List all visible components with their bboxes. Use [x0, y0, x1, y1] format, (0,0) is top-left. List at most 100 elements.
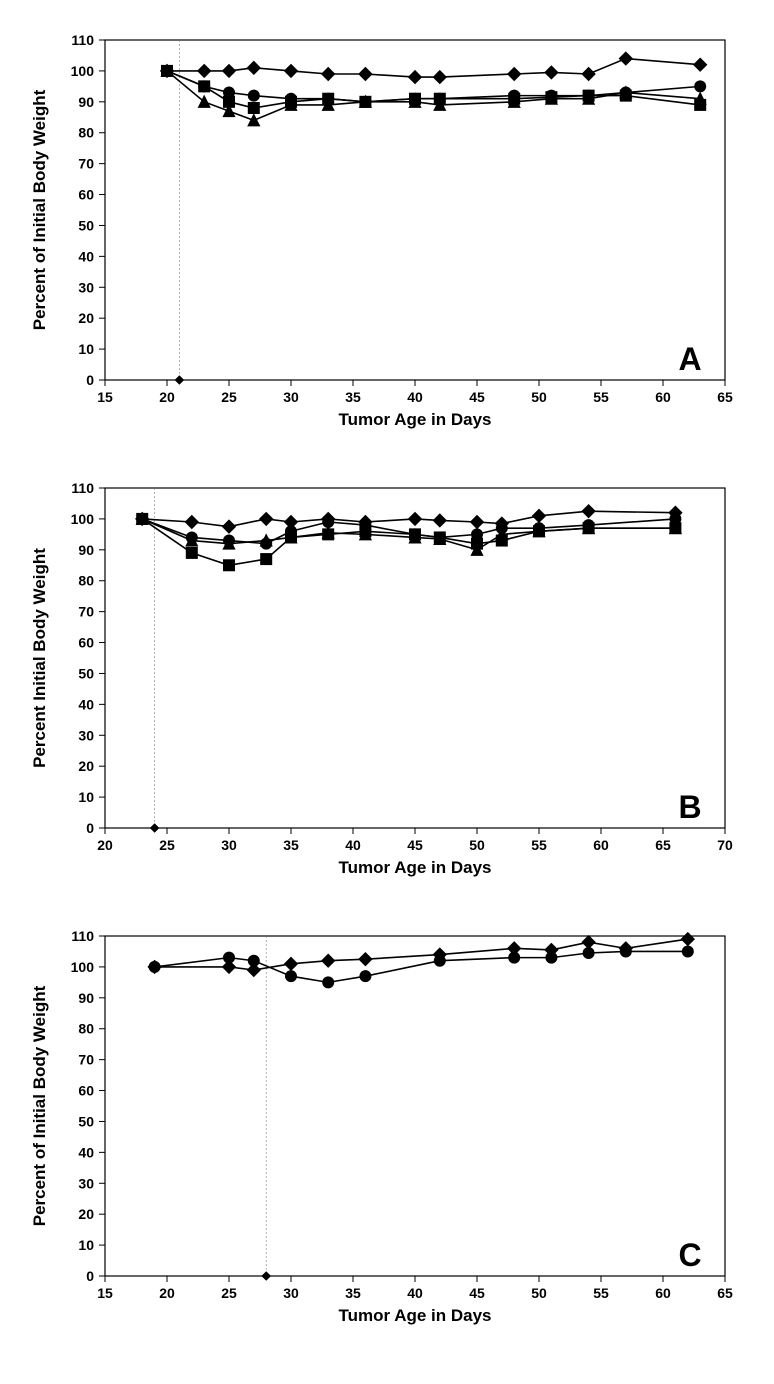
- y-tick-label: 30: [78, 279, 94, 295]
- y-tick-label: 60: [78, 635, 94, 651]
- series-circle-marker: [248, 955, 260, 967]
- y-tick-label: 80: [78, 573, 94, 589]
- x-tick-label: 55: [531, 837, 547, 853]
- x-tick-label: 30: [283, 389, 299, 405]
- x-tick-label: 50: [469, 837, 485, 853]
- x-tick-label: 20: [97, 837, 113, 853]
- series-circle-marker: [322, 976, 334, 988]
- series-square-marker: [471, 538, 483, 550]
- y-tick-label: 70: [78, 1052, 94, 1068]
- series-square-marker: [198, 80, 210, 92]
- series-square-marker: [583, 522, 595, 534]
- series-circle-marker: [248, 90, 260, 102]
- x-tick-label: 40: [407, 1285, 423, 1301]
- y-tick-label: 10: [78, 789, 94, 805]
- y-tick-label: 70: [78, 604, 94, 620]
- panel-label: A: [678, 341, 701, 377]
- y-tick-label: 90: [78, 94, 94, 110]
- series-square-marker: [186, 547, 198, 559]
- chart-panel-B: 2025303540455055606570010203040506070809…: [20, 468, 754, 886]
- x-tick-label: 40: [345, 837, 361, 853]
- series-circle-marker: [545, 952, 557, 964]
- x-tick-label: 15: [97, 389, 113, 405]
- series-square-marker: [409, 528, 421, 540]
- x-tick-label: 25: [159, 837, 175, 853]
- series-square-marker: [434, 531, 446, 543]
- y-tick-label: 50: [78, 1113, 94, 1129]
- chart-svg-B: 2025303540455055606570010203040506070809…: [20, 468, 754, 886]
- y-tick-label: 40: [78, 248, 94, 264]
- y-tick-label: 40: [78, 1144, 94, 1160]
- y-tick-label: 110: [71, 928, 94, 944]
- series-circle-marker: [149, 961, 161, 973]
- y-tick-label: 0: [86, 820, 94, 836]
- x-tick-label: 50: [531, 389, 547, 405]
- x-tick-label: 40: [407, 389, 423, 405]
- x-axis-label: Tumor Age in Days: [338, 410, 491, 429]
- series-square-marker: [496, 535, 508, 547]
- y-tick-label: 10: [78, 341, 94, 357]
- series-circle-marker: [694, 80, 706, 92]
- series-square-marker: [359, 525, 371, 537]
- series-square-marker: [223, 559, 235, 571]
- y-tick-label: 70: [78, 156, 94, 172]
- series-circle-marker: [434, 955, 446, 967]
- series-square-marker: [136, 513, 148, 525]
- y-tick-label: 20: [78, 1206, 94, 1222]
- y-axis-label: Percent of Initial Body Weight: [30, 89, 49, 330]
- y-tick-label: 0: [86, 1268, 94, 1284]
- series-circle-marker: [285, 970, 297, 982]
- x-tick-label: 30: [283, 1285, 299, 1301]
- x-tick-label: 70: [717, 837, 733, 853]
- y-tick-label: 90: [78, 990, 94, 1006]
- x-tick-label: 55: [593, 1285, 609, 1301]
- x-tick-label: 60: [593, 837, 609, 853]
- x-tick-label: 65: [717, 389, 733, 405]
- x-tick-label: 35: [345, 389, 361, 405]
- chart-stack: 15 20 25 30 35 40 45 50 55 60 65 0 10 20 30 40 50 60 70 80 9…: [20, 20, 754, 1334]
- series-square-marker: [669, 522, 681, 534]
- y-tick-label: 30: [78, 1175, 94, 1191]
- y-axis-label: Percent of Initial Body Weight: [30, 985, 49, 1226]
- x-tick-label: 20: [159, 389, 175, 405]
- series-square-marker: [322, 528, 334, 540]
- x-tick-label: 25: [221, 389, 237, 405]
- chart-panel-C: 1520253035404550556065010203040506070809…: [20, 916, 754, 1334]
- panel-label: B: [678, 789, 701, 825]
- y-tick-label: 0: [86, 372, 94, 388]
- y-tick-label: 20: [78, 310, 94, 326]
- x-axis-label: Tumor Age in Days: [338, 858, 491, 877]
- series-square-marker: [260, 553, 272, 565]
- x-tick-label: 45: [407, 837, 423, 853]
- x-tick-label: 30: [221, 837, 237, 853]
- x-tick-label: 35: [283, 837, 299, 853]
- x-tick-label: 25: [221, 1285, 237, 1301]
- x-tick-label: 55: [593, 389, 609, 405]
- y-tick-label: 80: [78, 125, 94, 141]
- series-square-marker: [285, 531, 297, 543]
- x-tick-label: 15: [97, 1285, 113, 1301]
- series-circle-marker: [359, 970, 371, 982]
- x-axis-label: Tumor Age in Days: [338, 1306, 491, 1325]
- y-tick-label: 110: [71, 480, 94, 496]
- y-tick-label: 10: [78, 1237, 94, 1253]
- x-tick-label: 60: [655, 389, 671, 405]
- chart-svg-C: 1520253035404550556065010203040506070809…: [20, 916, 754, 1334]
- series-square-marker: [248, 102, 260, 114]
- y-tick-label: 100: [71, 959, 95, 975]
- y-axis-label: Percent Initial Body Weight: [30, 548, 49, 768]
- y-tick-label: 100: [71, 511, 95, 527]
- y-tick-label: 80: [78, 1021, 94, 1037]
- y-tick-label: 50: [78, 217, 94, 233]
- series-circle-marker: [682, 945, 694, 957]
- x-tick-label: 50: [531, 1285, 547, 1301]
- y-tick-label: 50: [78, 665, 94, 681]
- chart-panel-A: 1520253035404550556065010203040506070809…: [20, 20, 754, 438]
- x-tick-label: 35: [345, 1285, 361, 1301]
- series-circle-marker: [620, 945, 632, 957]
- chart-svg-A: 1520253035404550556065010203040506070809…: [20, 20, 754, 438]
- y-tick-label: 60: [78, 187, 94, 203]
- panel-label: C: [678, 1237, 701, 1273]
- y-tick-label: 30: [78, 727, 94, 743]
- y-tick-label: 60: [78, 1083, 94, 1099]
